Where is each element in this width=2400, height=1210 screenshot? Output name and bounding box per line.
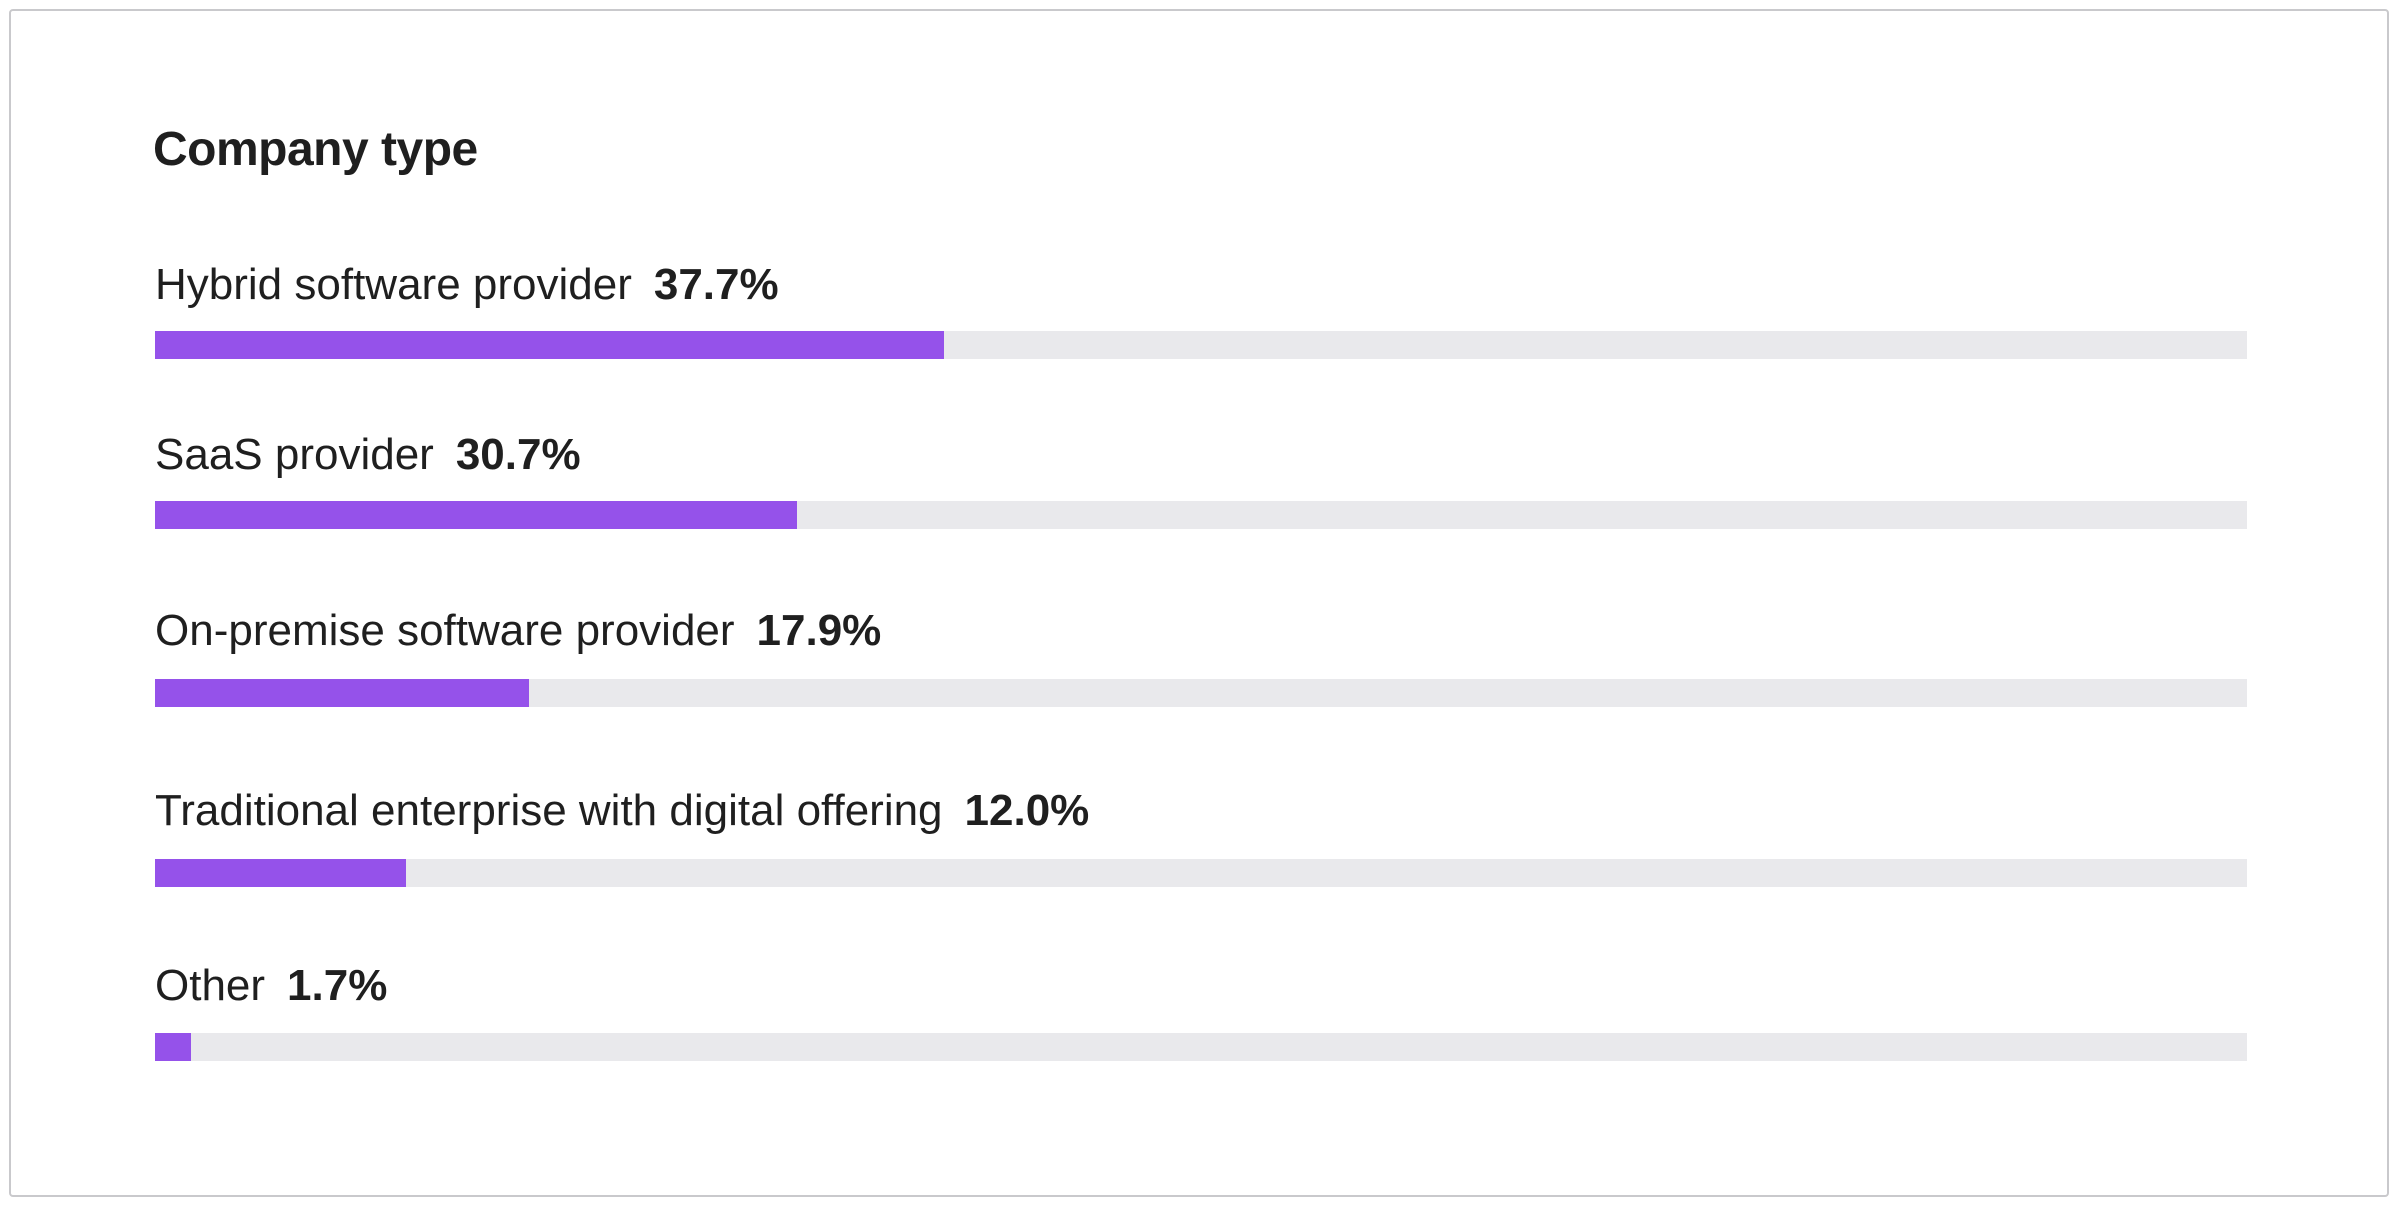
bar-track bbox=[155, 859, 2247, 887]
bar-track bbox=[155, 501, 2247, 529]
bar-fill bbox=[155, 1033, 191, 1061]
bar-item: Other 1.7% bbox=[155, 0, 2247, 1061]
bar-fill bbox=[155, 331, 944, 359]
bar-label-row: Hybrid software provider 37.7% bbox=[155, 257, 779, 313]
bar-track bbox=[155, 1033, 2247, 1061]
bar-item: On-premise software provider 17.9% bbox=[155, 0, 2247, 707]
bar-item: SaaS provider 30.7% bbox=[155, 0, 2247, 529]
bar-value-label: 30.7% bbox=[455, 430, 581, 479]
bar-category-label: Traditional enterprise with digital offe… bbox=[155, 786, 943, 835]
chart-title: Company type bbox=[153, 123, 478, 176]
bar-track bbox=[155, 679, 2247, 707]
bar-category-label: Hybrid software provider bbox=[155, 260, 632, 309]
bar-value-label: 37.7% bbox=[653, 260, 779, 309]
bar-value-label: 12.0% bbox=[964, 786, 1090, 835]
bar-category-label: SaaS provider bbox=[155, 430, 434, 479]
bar-fill bbox=[155, 679, 530, 707]
bar-value-label: 17.9% bbox=[756, 606, 882, 655]
bar-label-row: Other 1.7% bbox=[155, 958, 387, 1014]
bar-label-row: On-premise software provider 17.9% bbox=[155, 603, 881, 659]
bar-value-label: 1.7% bbox=[287, 961, 388, 1010]
bar-label-row: SaaS provider 30.7% bbox=[155, 427, 581, 483]
chart-card bbox=[9, 9, 2389, 1197]
bar-fill bbox=[155, 859, 407, 887]
bar-label-row: Traditional enterprise with digital offe… bbox=[155, 783, 1089, 839]
bar-category-label: Other bbox=[155, 961, 266, 1010]
bar-category-label: On-premise software provider bbox=[155, 606, 735, 655]
bar-item: Traditional enterprise with digital offe… bbox=[155, 0, 2247, 887]
bar-list: Hybrid software provider 37.7% SaaS provid… bbox=[155, 0, 2247, 1210]
bar-fill bbox=[155, 501, 798, 529]
bar-track bbox=[155, 331, 2247, 359]
bar-item: Hybrid software provider 37.7% bbox=[155, 0, 2247, 359]
